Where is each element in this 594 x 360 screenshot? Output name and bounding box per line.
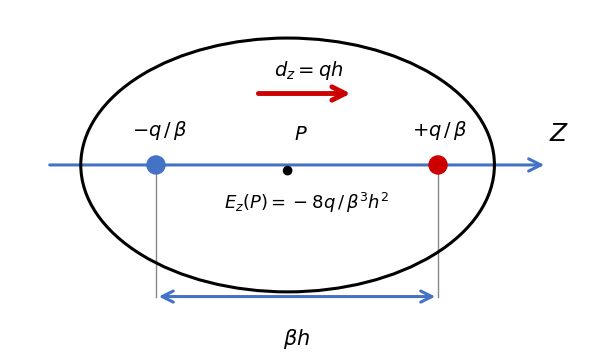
Text: $E_z(P) = -8q\,/\,\beta^3 h^2$: $E_z(P) = -8q\,/\,\beta^3 h^2$ — [224, 191, 389, 215]
Text: $d_z = qh$: $d_z = qh$ — [274, 59, 343, 82]
Circle shape — [283, 166, 292, 175]
Text: $P$: $P$ — [294, 125, 308, 144]
Circle shape — [147, 156, 165, 174]
Circle shape — [429, 156, 447, 174]
Text: $+q\,/\,\beta$: $+q\,/\,\beta$ — [412, 120, 467, 143]
Text: $\beta h$: $\beta h$ — [283, 327, 311, 351]
Text: $-q\,/\,\beta$: $-q\,/\,\beta$ — [132, 120, 188, 143]
Text: $Z$: $Z$ — [549, 122, 569, 146]
